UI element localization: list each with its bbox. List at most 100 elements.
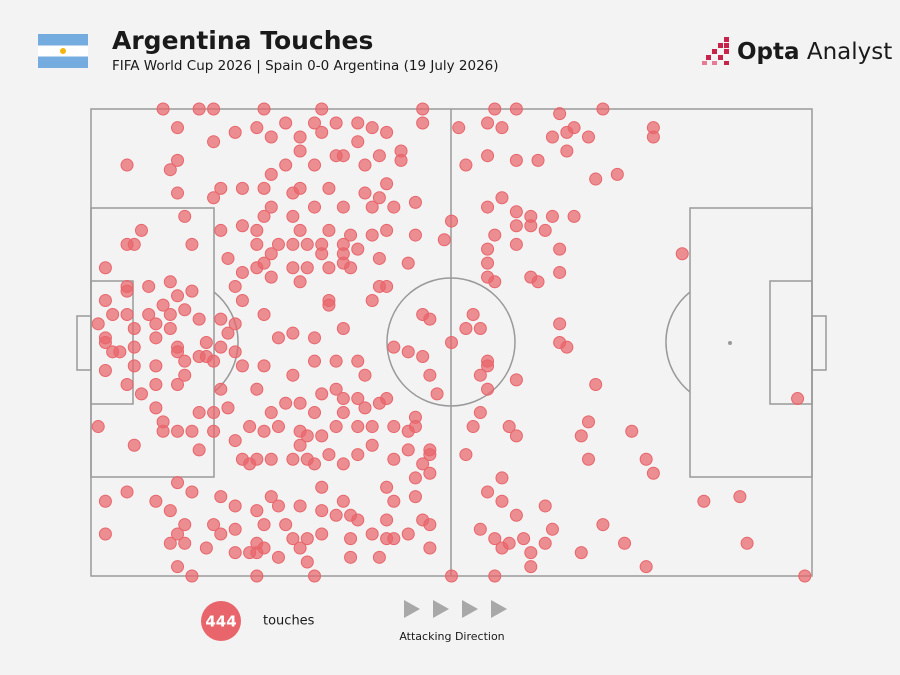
- touch-dot: [271, 550, 285, 564]
- touch-dot: [250, 237, 264, 251]
- touch-dot: [308, 354, 322, 368]
- touch-dot: [329, 354, 343, 368]
- touch-dot: [315, 247, 329, 261]
- touch-dot: [300, 532, 314, 546]
- touch-dot: [178, 209, 192, 223]
- touch-dot: [589, 172, 603, 186]
- touch-dot: [387, 420, 401, 434]
- touch-dot: [308, 406, 322, 420]
- touch-dot: [293, 130, 307, 144]
- touch-dot: [394, 153, 408, 167]
- touch-dot: [798, 569, 812, 583]
- touch-dot: [257, 359, 271, 373]
- touch-dot: [171, 289, 185, 303]
- touch-dot: [98, 261, 112, 275]
- touch-dot: [214, 340, 228, 354]
- touch-dot: [351, 513, 365, 527]
- touch-dot: [387, 200, 401, 214]
- touch-dot: [235, 265, 249, 279]
- touch-dot: [149, 401, 163, 415]
- touch-dot: [329, 508, 343, 522]
- touch-dot: [286, 261, 300, 275]
- touch-dot: [163, 163, 177, 177]
- touch-dot: [387, 340, 401, 354]
- touch-dot: [336, 321, 350, 335]
- touch-dot: [538, 536, 552, 550]
- touch-dot: [553, 107, 567, 121]
- touch-dot: [171, 424, 185, 438]
- penalty-spot: [728, 341, 732, 345]
- touch-dot: [250, 223, 264, 237]
- touch-dot: [228, 546, 242, 560]
- touch-dot: [315, 480, 329, 494]
- touch-dot: [351, 242, 365, 256]
- touch-dot: [423, 518, 437, 532]
- touch-dot: [257, 102, 271, 116]
- touch-dot: [279, 396, 293, 410]
- touch-dot: [149, 331, 163, 345]
- touch-dot: [387, 494, 401, 508]
- touch-dot: [509, 237, 523, 251]
- touch-dot: [639, 452, 653, 466]
- touch-dot: [358, 158, 372, 172]
- touch-dot: [322, 448, 336, 462]
- touch-dot: [257, 518, 271, 532]
- touch-dot: [207, 102, 221, 116]
- touch-dot: [149, 317, 163, 331]
- touch-dot: [207, 424, 221, 438]
- touch-dot: [300, 555, 314, 569]
- touch-dot: [336, 200, 350, 214]
- touch-dot: [387, 532, 401, 546]
- touch-dot: [106, 307, 120, 321]
- touch-dot: [509, 153, 523, 167]
- touch-dot: [329, 116, 343, 130]
- touch-dot: [120, 237, 134, 251]
- touch-dot: [127, 340, 141, 354]
- touch-dot: [697, 494, 711, 508]
- touch-dot: [257, 181, 271, 195]
- touch-count: 444: [205, 613, 236, 631]
- touch-dot: [257, 256, 271, 270]
- touch-dot: [344, 261, 358, 275]
- touch-dot: [430, 387, 444, 401]
- touch-dot: [452, 121, 466, 135]
- touch-dot: [142, 307, 156, 321]
- subtitle: FIFA World Cup 2026 | Spain 0-0 Argentin…: [112, 58, 499, 74]
- touch-dot: [495, 494, 509, 508]
- touch-dot: [733, 490, 747, 504]
- touch-dot: [308, 457, 322, 471]
- touch-dot: [380, 392, 394, 406]
- touch-dot: [336, 406, 350, 420]
- touch-dot: [214, 181, 228, 195]
- touch-dot: [553, 317, 567, 331]
- touch-dot: [315, 527, 329, 541]
- touch-dot: [279, 116, 293, 130]
- touch-dot: [300, 429, 314, 443]
- touch-dot: [228, 434, 242, 448]
- touch-dot: [408, 471, 422, 485]
- touch-dot: [481, 200, 495, 214]
- touch-dot: [207, 191, 221, 205]
- touch-dot: [445, 569, 458, 583]
- touch-dot: [502, 536, 516, 550]
- touch-dot: [495, 471, 509, 485]
- brand-icon: [702, 37, 729, 65]
- touch-dot: [358, 401, 372, 415]
- touch-dot: [351, 392, 365, 406]
- touch-dot: [250, 569, 264, 583]
- touch-dot: [401, 345, 415, 359]
- touch-dot: [171, 153, 185, 167]
- touch-dot: [120, 378, 134, 392]
- touch-dot: [214, 312, 228, 326]
- touch-dot: [481, 242, 495, 256]
- touch-dot: [358, 186, 372, 200]
- touch-dot: [134, 223, 148, 237]
- touch-dot: [351, 448, 365, 462]
- touch-dot: [437, 233, 451, 247]
- brand-rest: Analyst: [807, 39, 892, 65]
- touch-dot: [178, 303, 192, 317]
- touch-dot: [481, 149, 495, 163]
- touch-dot: [163, 275, 177, 289]
- touch-dot: [221, 401, 235, 415]
- touch-dot: [120, 158, 134, 172]
